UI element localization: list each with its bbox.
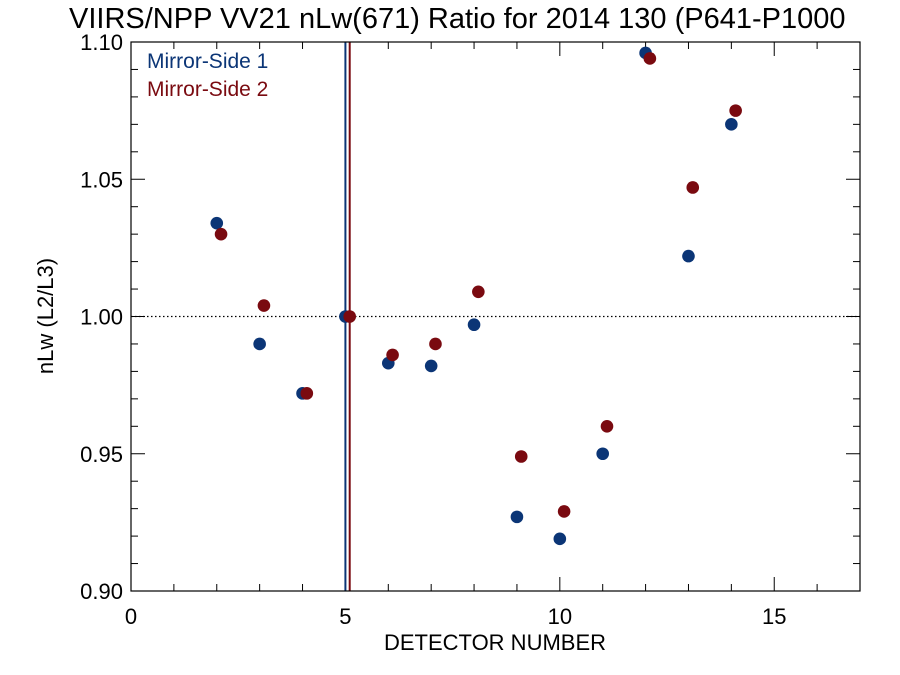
mirror-side-2-point (343, 310, 357, 323)
mirror-side-1-point (553, 532, 567, 546)
plot-frame (130, 41, 861, 592)
mirror-side-2-point (429, 337, 442, 351)
x-tick-label: 5 (339, 604, 351, 629)
chart-title: VIIRS/NPP VV21 nLw(671) Ratio for 2014 1… (69, 3, 846, 35)
mirror-side-1-point (682, 249, 695, 263)
mirror-side-1-point (467, 318, 481, 332)
y-tick-label: 1.00 (80, 305, 123, 330)
mirror-side-2-point (300, 387, 314, 400)
y-tick-label: 1.05 (80, 167, 123, 192)
mirror-side-2-point (514, 450, 528, 463)
mirror-side-2-point (214, 227, 228, 241)
y-axis-label: nLw (L2/L3) (33, 258, 58, 374)
mirror-side-1-point (725, 118, 738, 131)
mirror-side-1-point (210, 216, 224, 230)
legend-entry-mirror-side-1: Mirror-Side 1 (147, 50, 268, 73)
minor-ticks (131, 42, 861, 591)
mirror-side-2-point (600, 420, 614, 433)
y-tick-label: 0.90 (80, 579, 123, 604)
tick-labels: 0 5 10 15 0.90 0.95 1.00 1.05 1.10 (80, 30, 786, 629)
mirror-side-2-point (729, 104, 742, 117)
mirror-side-1-point (253, 337, 266, 351)
x-tick-label: 15 (762, 604, 786, 629)
legend: Mirror-Side 1 Mirror-Side 2 (147, 50, 268, 101)
x-tick-label: 0 (125, 604, 137, 629)
mirror-side-2-point (386, 348, 399, 362)
data-points (210, 46, 742, 546)
mirror-side-2-point (472, 285, 485, 299)
mirror-side-2-point (557, 505, 571, 518)
mirror-side-2-point (257, 299, 271, 312)
mirror-side-2-point (686, 181, 700, 194)
y-tick-label: 1.10 (80, 30, 123, 55)
y-tick-label: 0.95 (80, 442, 123, 467)
x-tick-label: 10 (548, 604, 572, 629)
mirror-side-1-point (510, 510, 524, 524)
mirror-side-1-point (424, 359, 438, 373)
mirror-side-1-point (596, 447, 610, 461)
mirror-side-2-point (643, 52, 657, 65)
x-axis-label: DETECTOR NUMBER (384, 630, 606, 655)
legend-entry-mirror-side-2: Mirror-Side 2 (147, 78, 268, 101)
